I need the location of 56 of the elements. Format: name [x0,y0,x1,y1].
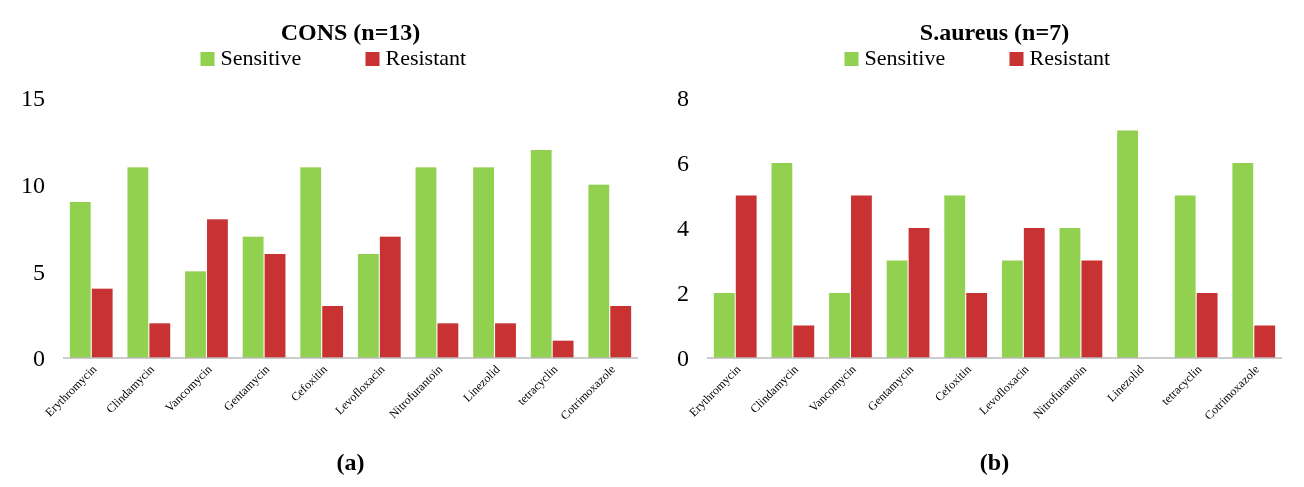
bar [886,260,908,358]
y-tick-label: 2 [677,280,689,307]
y-tick-label: 0 [677,345,689,372]
bar [735,195,757,358]
bar [588,184,610,358]
text: (b) [979,449,1010,475]
bar [851,195,872,358]
text: (a) [336,449,365,475]
bar [793,325,815,358]
bar [415,167,437,358]
bar [552,340,574,358]
bar [1254,325,1276,358]
y-tick-label: 8 [677,85,689,112]
bar [966,293,988,358]
bar [1174,195,1196,358]
bar [69,202,91,358]
y-tick-label: 0 [33,345,45,372]
bar [185,271,206,358]
bar [300,167,322,358]
bar [1059,228,1081,358]
bar [1081,260,1103,358]
bar [944,195,966,358]
bar [91,288,113,358]
y-tick-label: 6 [677,150,689,177]
y-tick-label: 5 [33,258,45,285]
bar [322,306,344,358]
bar [1023,228,1045,358]
bar [357,254,379,358]
bar [1196,293,1218,358]
bar [207,219,228,358]
bar [771,163,793,358]
chart-title: S.aureus (n=7) [919,19,1070,45]
bar [264,254,286,358]
bar [495,323,516,358]
chart-title: CONS (n=13) [280,19,421,45]
bar [149,323,171,358]
bar [379,236,401,358]
legend-label: Sensitive [220,45,302,70]
legend-label: Sensitive [864,45,946,70]
bar [437,323,459,358]
bar [1117,130,1138,358]
legend-label: Resistant [1029,45,1111,70]
bar [713,293,735,358]
bar [908,228,930,358]
bar [1232,163,1254,358]
bar [530,150,552,358]
bar [610,306,632,358]
bar [242,236,264,358]
y-tick-label: 10 [21,172,45,199]
legend-label: Resistant [385,45,467,70]
bar [1001,260,1023,358]
y-tick-label: 15 [21,85,45,112]
bar [127,167,149,358]
bar [473,167,494,358]
y-tick-label: 4 [677,215,689,242]
bar [829,293,850,358]
